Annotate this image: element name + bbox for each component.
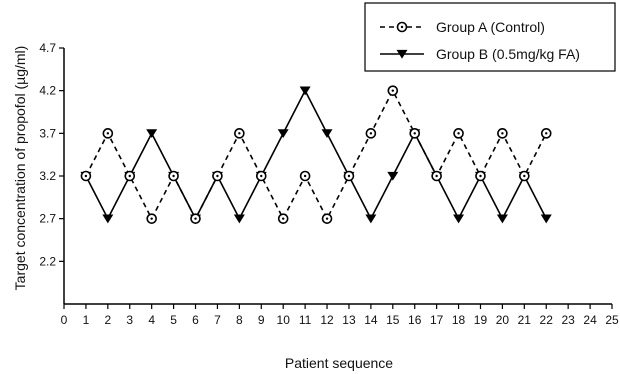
x-tick-label: 19: [474, 313, 488, 327]
data-point-center: [369, 132, 373, 135]
x-tick-label: 21: [518, 313, 532, 327]
series-line: [85, 88, 547, 221]
x-tick-label: 17: [430, 313, 444, 327]
x-tick-label: 20: [496, 313, 510, 327]
x-tick-label: 16: [408, 313, 422, 327]
data-point-center: [282, 217, 285, 220]
series-1: [80, 86, 552, 224]
data-point-center: [303, 174, 307, 178]
x-tick-label: 18: [452, 313, 466, 327]
data-point: [496, 214, 508, 224]
data-point-center: [391, 89, 394, 92]
data-point: [146, 129, 158, 139]
x-tick-label: 22: [540, 313, 554, 327]
x-axis-title: Patient sequence: [285, 355, 393, 371]
y-tick-label: 3.7: [39, 126, 56, 140]
x-tick-label: 24: [583, 313, 597, 327]
x-tick-label: 2: [104, 313, 111, 327]
data-point: [102, 214, 114, 224]
x-tick-label: 0: [61, 313, 68, 327]
data-point-center: [260, 174, 263, 178]
data-point-center: [545, 132, 548, 135]
data-point: [321, 129, 333, 139]
y-tick-label: 4.2: [39, 84, 56, 98]
legend-label: Group B (0.5mg/kg FA): [436, 46, 580, 62]
x-tick-label: 11: [299, 313, 312, 327]
x-tick-label: 9: [258, 313, 265, 327]
axes: 0 1 2 3 4 5 6 7 8 9 10 11 12 13 14 15 16 17 18 19 20 21 22 23 24…: [39, 41, 619, 327]
legend-box: [364, 2, 616, 72]
legend-label: Group A (Control): [436, 19, 545, 35]
data-point-center: [435, 174, 438, 178]
x-tick-label: 12: [320, 313, 334, 327]
x-tick-label: 3: [126, 313, 133, 327]
x-tick-label: 23: [561, 313, 575, 327]
data-point-center: [413, 132, 416, 135]
data-point: [387, 171, 399, 181]
y-axis-title: Target concentration of propofol (µg/ml): [12, 46, 28, 291]
data-point-center: [194, 217, 197, 220]
x-tick-label: 1: [83, 313, 90, 327]
x-tick-label: 14: [364, 313, 378, 327]
x-tick-label: 7: [214, 313, 221, 327]
x-tick-label: 25: [605, 313, 619, 327]
data-point-center: [216, 174, 219, 178]
data-point-center: [84, 174, 88, 178]
legend-swatch-marker: [396, 49, 408, 59]
data-point-center: [325, 217, 329, 220]
data-point-center: [238, 132, 241, 135]
y-tick-label: 2.7: [39, 212, 56, 226]
legend-swatch-marker-center: [400, 25, 404, 29]
data-point-center: [172, 174, 175, 178]
x-tick-label: 15: [386, 313, 400, 327]
x-tick-label: 8: [236, 313, 243, 327]
series-line: [85, 88, 547, 221]
x-tick-label: 6: [192, 313, 199, 327]
data-point-center: [150, 217, 153, 220]
data-point-center: [106, 132, 110, 135]
x-tick-label: 5: [170, 313, 177, 327]
x-tick-label: 13: [342, 313, 356, 327]
data-point-center: [128, 174, 131, 178]
data-point-center: [523, 174, 526, 178]
y-tick-label: 3.2: [39, 169, 56, 183]
y-tick-label: 4.7: [39, 41, 56, 55]
x-tick-label: 10: [277, 313, 291, 327]
y-tick-label: 2.2: [39, 254, 56, 268]
data-point: [233, 214, 245, 224]
data-point: [299, 86, 311, 96]
data-point-center: [347, 174, 351, 178]
series-layer: [80, 85, 552, 224]
x-tick-label: 4: [148, 313, 155, 327]
data-point-center: [501, 132, 504, 135]
series-0: [80, 85, 552, 224]
data-point: [277, 129, 289, 139]
data-point: [453, 214, 465, 224]
data-point: [540, 214, 552, 224]
legend: Group A (Control) Group B (0.5mg/kg FA): [364, 2, 616, 72]
data-point-center: [457, 132, 460, 135]
data-point-center: [479, 174, 482, 178]
data-point: [365, 214, 377, 224]
